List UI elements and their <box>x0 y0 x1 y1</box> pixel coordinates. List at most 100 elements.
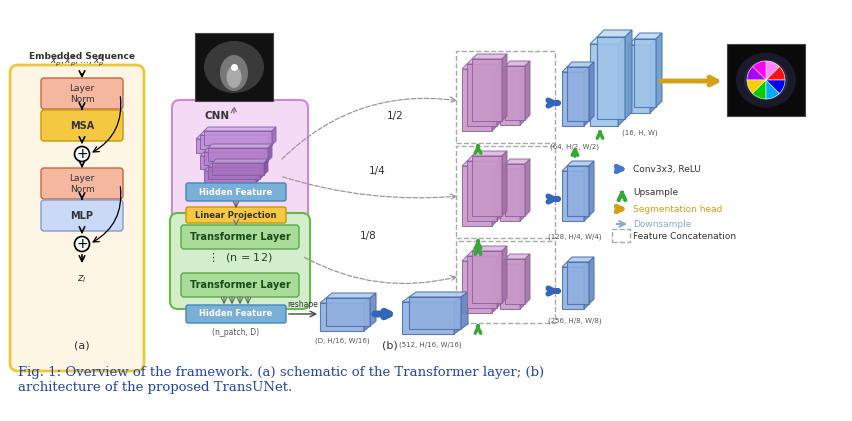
Polygon shape <box>467 251 502 256</box>
Polygon shape <box>562 262 589 267</box>
FancyBboxPatch shape <box>612 229 630 242</box>
Polygon shape <box>634 39 656 107</box>
Polygon shape <box>472 156 502 216</box>
Polygon shape <box>200 156 260 169</box>
Polygon shape <box>462 256 497 261</box>
Polygon shape <box>597 30 632 37</box>
Text: $\vdots$  (n = 12): $\vdots$ (n = 12) <box>207 251 273 264</box>
Polygon shape <box>462 69 492 131</box>
Polygon shape <box>497 59 502 126</box>
Polygon shape <box>196 139 264 153</box>
Polygon shape <box>502 54 507 121</box>
Polygon shape <box>584 67 589 126</box>
Polygon shape <box>625 30 632 119</box>
Wedge shape <box>747 67 766 80</box>
Polygon shape <box>320 303 364 331</box>
Text: Upsample: Upsample <box>633 187 678 197</box>
Polygon shape <box>497 251 502 308</box>
Text: +: + <box>76 237 88 251</box>
Polygon shape <box>370 293 376 326</box>
Polygon shape <box>208 148 268 161</box>
Polygon shape <box>264 159 268 175</box>
Polygon shape <box>525 61 530 120</box>
Polygon shape <box>500 66 525 71</box>
Wedge shape <box>766 80 785 93</box>
Polygon shape <box>589 62 594 121</box>
Polygon shape <box>402 302 454 334</box>
Polygon shape <box>472 54 507 59</box>
FancyBboxPatch shape <box>727 44 805 116</box>
Polygon shape <box>326 298 370 326</box>
Polygon shape <box>467 156 502 161</box>
Wedge shape <box>766 67 785 80</box>
Text: (16, H, W): (16, H, W) <box>622 129 658 136</box>
FancyBboxPatch shape <box>10 65 144 371</box>
Polygon shape <box>462 166 492 226</box>
Polygon shape <box>462 261 492 313</box>
Circle shape <box>74 237 89 251</box>
Ellipse shape <box>204 41 264 93</box>
FancyBboxPatch shape <box>41 110 123 141</box>
Text: 1/4: 1/4 <box>369 166 385 176</box>
Wedge shape <box>752 61 766 80</box>
Polygon shape <box>467 59 502 64</box>
Text: (128, H/4, W/4): (128, H/4, W/4) <box>548 233 602 240</box>
Polygon shape <box>472 246 507 251</box>
Polygon shape <box>567 166 589 216</box>
Polygon shape <box>656 33 662 107</box>
Polygon shape <box>500 259 525 264</box>
Polygon shape <box>500 169 520 221</box>
Polygon shape <box>268 144 272 161</box>
Polygon shape <box>628 45 650 113</box>
FancyBboxPatch shape <box>181 273 299 297</box>
Polygon shape <box>268 131 272 149</box>
Polygon shape <box>204 131 272 145</box>
Polygon shape <box>212 159 268 163</box>
Polygon shape <box>567 62 594 67</box>
Polygon shape <box>208 167 260 179</box>
Wedge shape <box>747 80 766 93</box>
Polygon shape <box>364 298 370 331</box>
Polygon shape <box>525 159 530 216</box>
Polygon shape <box>505 164 525 216</box>
Polygon shape <box>200 135 268 149</box>
Polygon shape <box>562 72 584 126</box>
Polygon shape <box>618 37 625 126</box>
Ellipse shape <box>744 60 788 100</box>
Polygon shape <box>256 167 260 183</box>
Text: (b): (b) <box>383 341 398 351</box>
Polygon shape <box>562 166 589 171</box>
Polygon shape <box>264 135 268 153</box>
Polygon shape <box>472 151 507 156</box>
Polygon shape <box>462 64 497 69</box>
Text: 1/8: 1/8 <box>360 231 377 241</box>
Text: Hidden Feature: Hidden Feature <box>199 187 273 197</box>
Ellipse shape <box>220 55 248 91</box>
Polygon shape <box>326 293 376 298</box>
Polygon shape <box>264 148 268 165</box>
Polygon shape <box>505 61 530 66</box>
Polygon shape <box>567 67 589 121</box>
Polygon shape <box>634 33 662 39</box>
Polygon shape <box>461 292 468 329</box>
Polygon shape <box>492 256 497 313</box>
Polygon shape <box>500 164 525 169</box>
Polygon shape <box>505 66 525 120</box>
Wedge shape <box>766 61 780 80</box>
Polygon shape <box>562 171 584 221</box>
Text: +: + <box>76 147 88 161</box>
Polygon shape <box>204 148 268 152</box>
Text: Segmentation head: Segmentation head <box>633 205 722 213</box>
Polygon shape <box>402 297 461 302</box>
Polygon shape <box>589 161 594 216</box>
Text: 1/2: 1/2 <box>387 111 403 121</box>
Text: $z_l$: $z_l$ <box>78 273 87 285</box>
Polygon shape <box>409 292 468 297</box>
Polygon shape <box>260 152 264 169</box>
Polygon shape <box>525 254 530 304</box>
Polygon shape <box>567 262 589 304</box>
Text: (64, H/2, W/2): (64, H/2, W/2) <box>550 143 600 149</box>
Polygon shape <box>208 144 272 148</box>
Text: (D, H/16, W/16): (D, H/16, W/16) <box>314 337 369 344</box>
Polygon shape <box>467 256 497 308</box>
